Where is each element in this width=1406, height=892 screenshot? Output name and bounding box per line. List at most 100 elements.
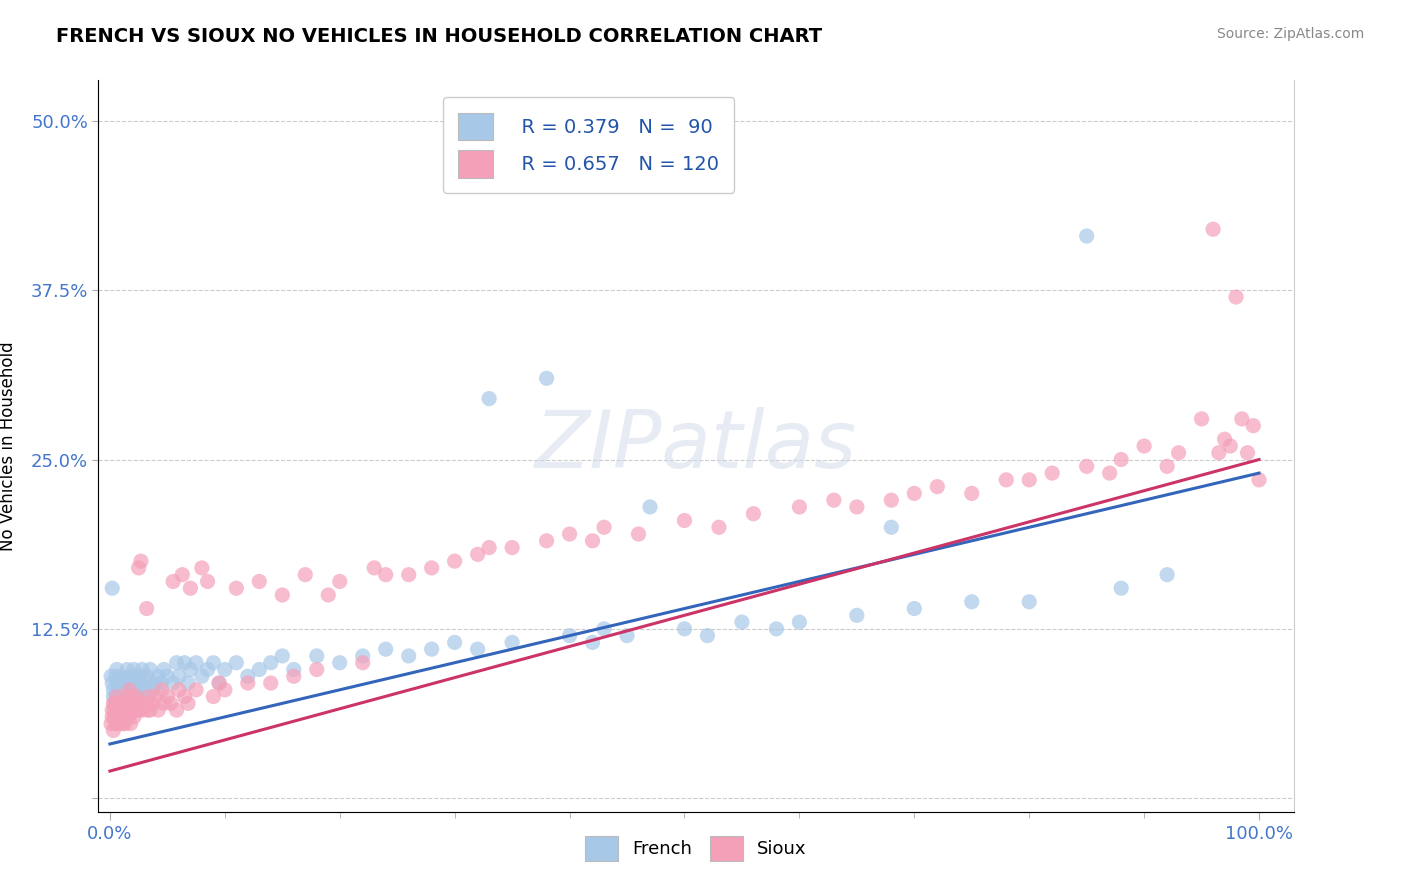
Point [789,500,811,514]
Point [127,669,149,683]
Point [120,669,142,683]
Point [159,697,181,711]
Point [103,690,125,704]
Point [124,703,146,717]
Point [120,703,142,717]
Point [225,656,247,670]
Point [202,656,225,670]
Point [135,669,157,683]
Point [329,574,352,589]
Point [107,676,129,690]
Point [420,561,443,575]
Point [765,622,787,636]
Point [673,514,696,528]
Point [110,710,132,724]
Point [1109,581,1132,595]
Point [162,676,184,690]
Point [1018,595,1040,609]
Point [593,520,616,534]
Point [225,581,247,595]
Point [122,703,145,717]
Point [118,697,141,711]
Point [103,703,125,717]
Point [105,682,128,697]
Point [103,723,125,738]
Point [103,697,125,711]
Point [271,588,294,602]
Text: Source: ZipAtlas.com: Source: ZipAtlas.com [1216,27,1364,41]
Point [536,533,558,548]
Point [131,663,153,677]
Point [122,710,145,724]
Point [927,480,949,494]
Point [478,541,501,555]
Point [125,690,148,704]
Point [1191,412,1213,426]
Point [131,703,153,717]
Point [138,690,160,704]
Point [374,567,396,582]
Point [208,676,231,690]
Point [214,682,236,697]
Point [1109,452,1132,467]
Point [167,682,190,697]
Point [141,682,163,697]
Point [108,697,131,711]
Point [202,690,225,704]
Point [558,629,581,643]
Point [117,710,139,724]
Point [117,690,139,704]
Point [110,690,132,704]
Point [1098,466,1121,480]
Point [124,697,146,711]
Point [139,663,162,677]
Point [374,642,396,657]
Point [1247,473,1270,487]
Point [236,669,259,683]
Point [247,663,270,677]
Point [1208,446,1230,460]
Point [167,669,190,683]
Point [122,690,145,704]
Point [112,697,135,711]
Point [1236,446,1258,460]
Point [101,703,124,717]
Point [197,663,219,677]
Point [177,697,200,711]
Point [467,547,489,561]
Point [125,676,148,690]
Point [316,588,339,602]
Point [156,690,179,704]
Point [134,697,156,711]
Point [104,669,127,683]
Point [127,703,149,717]
Point [352,656,374,670]
Point [101,710,124,724]
Point [115,690,138,704]
Text: FRENCH VS SIOUX NO VEHICLES IN HOUSEHOLD CORRELATION CHART: FRENCH VS SIOUX NO VEHICLES IN HOUSEHOLD… [56,27,823,45]
Point [103,697,125,711]
Point [1241,418,1264,433]
Point [960,486,983,500]
Point [593,622,616,636]
Point [260,656,283,670]
Point [467,642,489,657]
Point [111,682,134,697]
Point [166,703,188,717]
Point [880,493,903,508]
Y-axis label: No Vehicles in Household: No Vehicles in Household [0,341,17,551]
Point [115,663,138,677]
Point [108,710,131,724]
Point [638,500,661,514]
Point [443,635,465,649]
Point [153,663,176,677]
Point [141,697,163,711]
Point [845,500,868,514]
Point [145,690,167,704]
Point [103,682,125,697]
Point [105,663,128,677]
Point [112,676,135,690]
Point [558,527,581,541]
Point [191,561,214,575]
Point [120,716,142,731]
